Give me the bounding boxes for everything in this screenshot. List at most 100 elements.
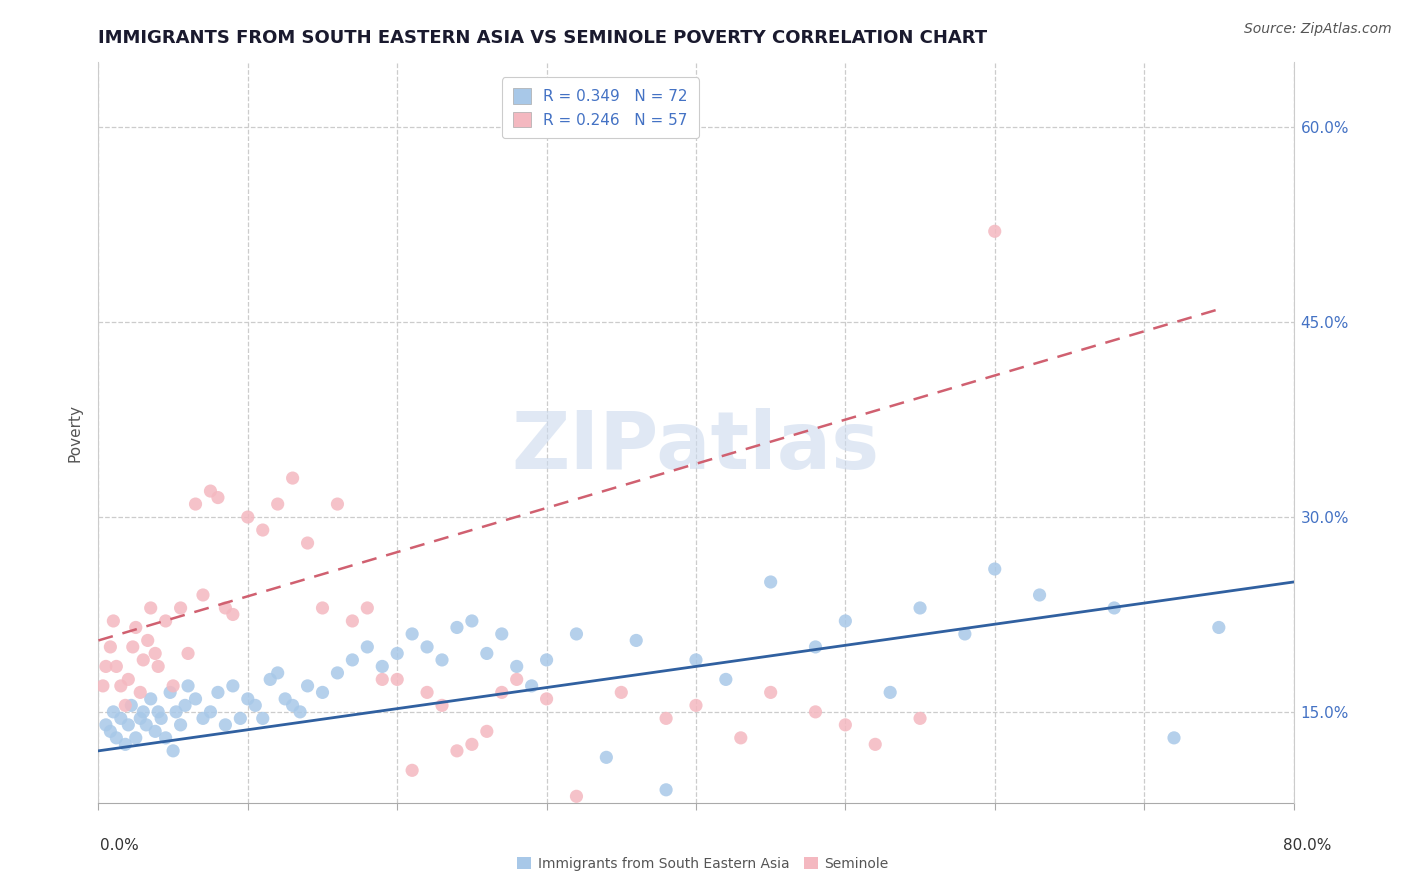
Point	[121, 640, 143, 654]
Point	[984, 562, 1007, 576]
Point	[430, 653, 453, 667]
Point	[446, 744, 468, 758]
Point	[184, 497, 207, 511]
Point	[139, 692, 162, 706]
Point	[105, 659, 128, 673]
Point	[105, 731, 128, 745]
Point	[610, 685, 633, 699]
Point	[94, 659, 117, 673]
Point	[252, 711, 274, 725]
Point	[461, 737, 484, 751]
Point	[865, 737, 887, 751]
Point	[416, 640, 439, 654]
Point	[401, 627, 423, 641]
Point	[520, 679, 543, 693]
Point	[385, 673, 409, 687]
Point	[98, 640, 122, 654]
Point	[759, 574, 782, 589]
Point	[730, 731, 752, 745]
Point	[162, 744, 184, 758]
Point	[207, 685, 229, 699]
Text: 80.0%: 80.0%	[1284, 838, 1331, 854]
Point	[222, 679, 245, 693]
Point	[267, 497, 290, 511]
Point	[401, 764, 423, 778]
Point	[274, 692, 297, 706]
Point	[184, 692, 207, 706]
Point	[908, 711, 931, 725]
Point	[342, 614, 364, 628]
Point	[356, 601, 378, 615]
Point	[120, 698, 142, 713]
Point	[148, 659, 170, 673]
Point	[506, 659, 529, 673]
Point	[103, 705, 125, 719]
Point	[834, 718, 856, 732]
Point	[114, 737, 136, 751]
Point	[536, 692, 558, 706]
Point	[475, 647, 498, 661]
Point	[136, 633, 159, 648]
Point	[430, 698, 453, 713]
Point	[129, 685, 152, 699]
Point	[565, 627, 588, 641]
Point	[155, 614, 177, 628]
Point	[191, 711, 214, 725]
Point	[148, 705, 170, 719]
Point	[311, 685, 333, 699]
Point	[804, 640, 827, 654]
Point	[834, 614, 856, 628]
Point	[236, 510, 259, 524]
Point	[177, 647, 200, 661]
Point	[626, 633, 648, 648]
Text: Source: ZipAtlas.com: Source: ZipAtlas.com	[1244, 22, 1392, 37]
Point	[177, 679, 200, 693]
Point	[214, 601, 236, 615]
Point	[953, 627, 976, 641]
Y-axis label: Poverty: Poverty	[67, 403, 83, 462]
Point	[143, 647, 166, 661]
Point	[125, 620, 148, 634]
Point	[159, 685, 181, 699]
Point	[267, 665, 290, 680]
Point	[169, 718, 191, 732]
Point	[416, 685, 439, 699]
Point	[714, 673, 737, 687]
Point	[326, 665, 349, 680]
Point	[98, 724, 122, 739]
Text: ZIPatlas: ZIPatlas	[512, 409, 880, 486]
Point	[565, 789, 588, 804]
Point	[135, 718, 157, 732]
Point	[297, 679, 319, 693]
Point	[908, 601, 931, 615]
Point	[132, 653, 155, 667]
Point	[132, 705, 155, 719]
Point	[214, 718, 236, 732]
Point	[879, 685, 901, 699]
Point	[461, 614, 484, 628]
Point	[1104, 601, 1126, 615]
Point	[1208, 620, 1230, 634]
Point	[143, 724, 166, 739]
Point	[174, 698, 197, 713]
Point	[169, 601, 191, 615]
Point	[984, 224, 1007, 238]
Point	[342, 653, 364, 667]
Point	[129, 711, 152, 725]
Point	[655, 711, 678, 725]
Point	[311, 601, 333, 615]
Point	[252, 523, 274, 537]
Point	[297, 536, 319, 550]
Point	[207, 491, 229, 505]
Point	[245, 698, 267, 713]
Point	[103, 614, 125, 628]
Legend: R = 0.349   N = 72, R = 0.246   N = 57: R = 0.349 N = 72, R = 0.246 N = 57	[502, 78, 699, 138]
Point	[117, 718, 139, 732]
Point	[281, 698, 304, 713]
Point	[1163, 731, 1185, 745]
Point	[491, 627, 513, 641]
Point	[655, 782, 678, 797]
Point	[446, 620, 468, 634]
Point	[536, 653, 558, 667]
Point	[139, 601, 162, 615]
